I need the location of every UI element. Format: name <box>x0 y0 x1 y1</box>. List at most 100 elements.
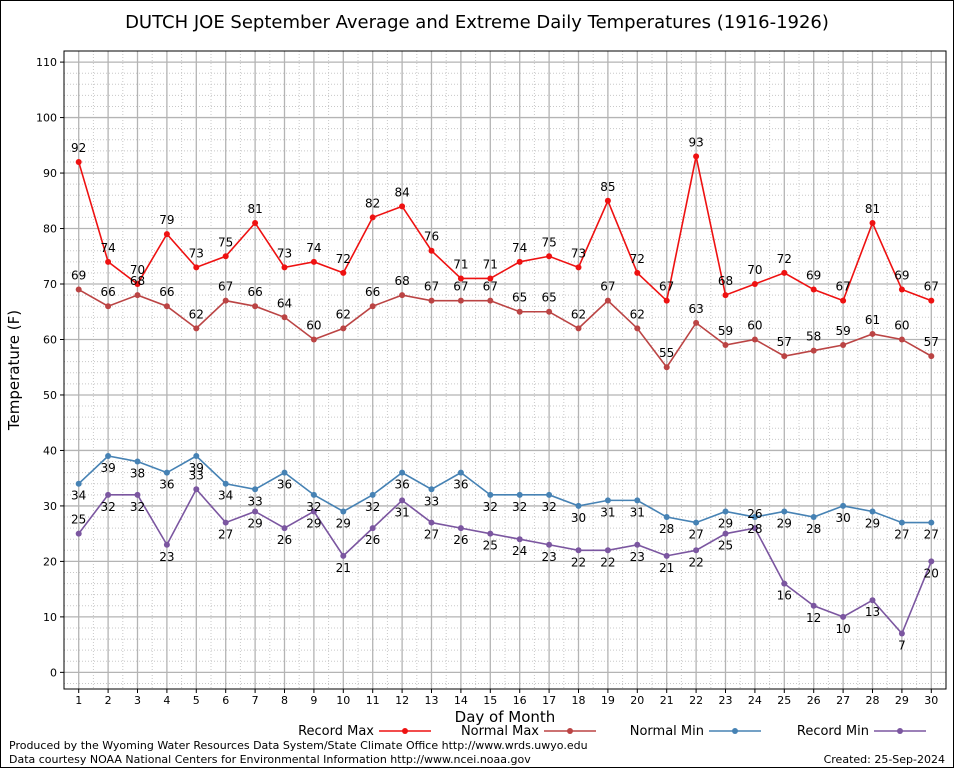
normal-max-value-label: 55 <box>659 346 674 360</box>
record-min-value-label: 26 <box>747 507 762 521</box>
record-min-value-label: 16 <box>777 589 792 603</box>
y-tick-label: 90 <box>43 167 57 180</box>
x-tick-label: 30 <box>924 694 938 707</box>
x-tick-label: 7 <box>252 694 259 707</box>
record-min-value-label: 25 <box>483 539 498 553</box>
record-max-point <box>134 281 141 288</box>
normal-max-value-label: 62 <box>189 307 204 321</box>
record-max-point <box>281 264 288 271</box>
normal-min-value-label: 32 <box>541 500 556 514</box>
record-min-value-label: 26 <box>365 533 380 547</box>
chart-title: DUTCH JOE September Average and Extreme … <box>125 12 829 33</box>
normal-min-point <box>222 480 229 487</box>
normal-min-value-label: 31 <box>630 505 645 519</box>
record-max-point <box>340 269 347 276</box>
normal-min-value-label: 33 <box>424 494 439 508</box>
normal-max-point <box>487 297 494 304</box>
record-max-point <box>810 286 817 293</box>
record-max-point <box>310 258 317 265</box>
record-min-value-label: 22 <box>571 555 586 569</box>
normal-min-point <box>781 508 788 515</box>
record-min-value-label: 29 <box>247 516 262 530</box>
y-tick-label: 40 <box>43 444 57 457</box>
record-max-point <box>693 153 700 160</box>
record-max-point <box>840 297 847 304</box>
record-max-value-label: 79 <box>159 213 174 227</box>
normal-max-point <box>693 319 700 326</box>
normal-max-value-label: 67 <box>600 280 615 294</box>
record-min-value-label: 31 <box>394 505 409 519</box>
record-min-value-label: 25 <box>718 539 733 553</box>
plot-area <box>63 50 947 690</box>
record-max-point <box>781 269 788 276</box>
normal-min-value-label: 29 <box>777 516 792 530</box>
x-tick-label: 17 <box>542 694 556 707</box>
record-min-value-label: 20 <box>924 566 939 580</box>
record-min-point <box>457 525 464 532</box>
normal-min-value-label: 36 <box>277 478 292 492</box>
normal-min-value-label: 28 <box>806 522 821 536</box>
record-min-value-label: 10 <box>835 622 850 636</box>
record-max-value-label: 72 <box>630 252 645 266</box>
normal-min-point <box>369 491 376 498</box>
record-max-value-label: 71 <box>483 257 498 271</box>
record-min-point <box>840 613 847 620</box>
legend-marker-normal-min <box>732 728 738 734</box>
record-max-point <box>898 286 905 293</box>
x-tick-label: 23 <box>719 694 733 707</box>
normal-max-point <box>193 325 200 332</box>
grid <box>64 50 946 689</box>
normal-max-point <box>928 353 935 360</box>
normal-max-point <box>869 330 876 337</box>
record-min-value-label: 32 <box>130 500 145 514</box>
normal-min-value-label: 27 <box>688 528 703 542</box>
normal-min-value-label: 34 <box>218 489 233 503</box>
record-max-point <box>457 275 464 282</box>
legend-label-record-max: Record Max <box>298 724 374 739</box>
record-max-value-label: 74 <box>306 241 321 255</box>
normal-max-point <box>604 297 611 304</box>
record-min-point <box>516 536 523 543</box>
normal-max-point <box>516 308 523 315</box>
normal-min-value-label: 27 <box>924 528 939 542</box>
record-max-value-label: 93 <box>688 135 703 149</box>
record-min-point <box>399 497 406 504</box>
normal-min-value-label: 29 <box>336 516 351 530</box>
normal-min-point <box>604 497 611 504</box>
normal-max-point <box>369 303 376 310</box>
normal-max-point <box>340 325 347 332</box>
x-tick-label: 20 <box>630 694 644 707</box>
x-tick-label: 22 <box>689 694 703 707</box>
record-max-value-label: 69 <box>894 269 909 283</box>
x-tick-label: 6 <box>222 694 229 707</box>
normal-min-line <box>78 455 932 524</box>
normal-min-point <box>399 469 406 476</box>
x-tick-label: 1 <box>75 694 82 707</box>
normal-min-point <box>281 469 288 476</box>
x-tick-label: 15 <box>483 694 497 707</box>
normal-max-point <box>781 353 788 360</box>
record-min-point <box>546 541 553 548</box>
record-min-value-label: 29 <box>306 516 321 530</box>
record-min-point <box>252 508 259 515</box>
record-min-point <box>134 491 141 498</box>
y-tick-label: 80 <box>43 223 57 236</box>
normal-min-value-label: 29 <box>718 516 733 530</box>
normal-min-point <box>898 519 905 526</box>
normal-min-value-label: 32 <box>306 500 321 514</box>
record-max-point <box>516 258 523 265</box>
normal-max-line <box>78 288 932 369</box>
record-max-point <box>369 214 376 221</box>
normal-min-value-label: 27 <box>894 528 909 542</box>
normal-max-value-label: 57 <box>924 335 939 349</box>
record-min-point <box>105 491 112 498</box>
legend-marker-record-min <box>897 728 903 734</box>
record-min-value-label: 27 <box>218 528 233 542</box>
normal-max-value-label: 61 <box>865 313 880 327</box>
record-max-point <box>428 247 435 254</box>
normal-min-value-label: 32 <box>512 500 527 514</box>
legend: Record Max Normal Max Normal Min Record Min <box>298 724 926 739</box>
record-max-value-label: 67 <box>924 280 939 294</box>
normal-min-point <box>722 508 729 515</box>
record-max-value-label: 76 <box>424 230 439 244</box>
